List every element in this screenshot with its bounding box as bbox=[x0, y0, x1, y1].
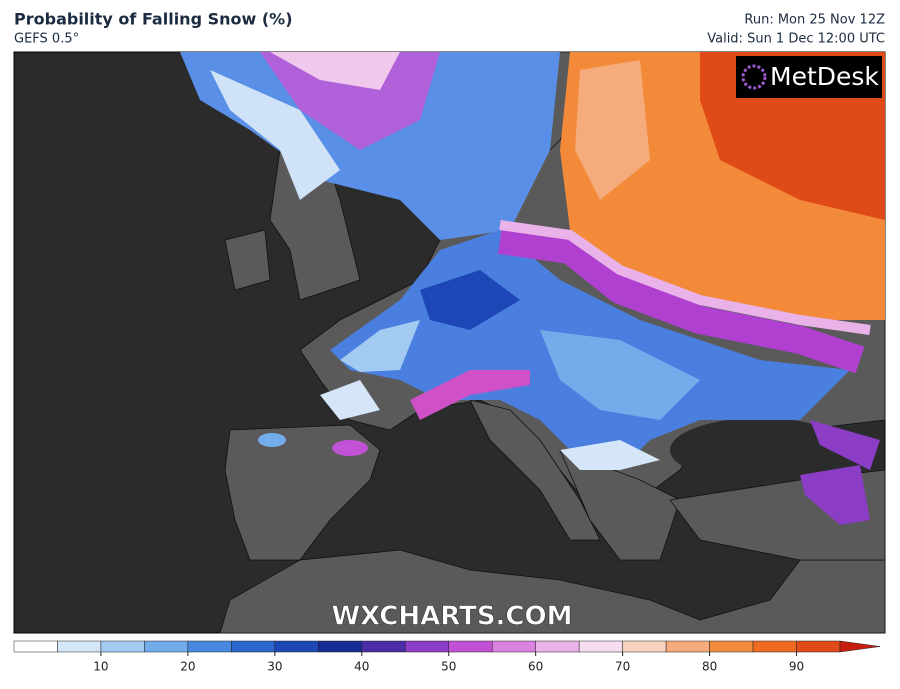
colorbar-tick-label: 80 bbox=[702, 660, 717, 674]
colorbar-tick-label: 10 bbox=[93, 660, 108, 674]
colorbar-segment bbox=[361, 640, 406, 653]
colorbar-segment bbox=[535, 640, 580, 653]
model: GEFS 0.5° bbox=[14, 32, 79, 47]
run: Run: Mon 25 Nov 12Z bbox=[744, 13, 885, 28]
colorbar-segment bbox=[13, 640, 58, 653]
colorbar-segment bbox=[491, 640, 536, 653]
colorbar-segment bbox=[578, 640, 623, 653]
colorbar: 10 20 30 40 50 60 70 80 90 bbox=[13, 640, 881, 674]
logo: MetDesk bbox=[770, 62, 879, 91]
colorbar-segment bbox=[665, 640, 710, 653]
logo-icon bbox=[741, 64, 767, 90]
colorbar-tick-label: 50 bbox=[441, 660, 456, 674]
title: Probability of Falling Snow (%) bbox=[14, 10, 293, 29]
colorbar-segment bbox=[144, 640, 189, 653]
colorbar-segment bbox=[448, 640, 493, 653]
valid: Valid: Sun 1 Dec 12:00 UTC bbox=[707, 32, 885, 47]
colorbar-segment bbox=[405, 640, 449, 653]
colorbar-arrow bbox=[839, 640, 881, 653]
colorbar-tick-label: 60 bbox=[528, 660, 543, 674]
colorbar-tick-label: 30 bbox=[267, 660, 282, 674]
watermark: WXCHARTS.COM bbox=[331, 602, 572, 632]
colorbar-segment bbox=[709, 640, 754, 653]
colorbar-tick-label: 20 bbox=[180, 660, 195, 674]
colorbar-tick-label: 70 bbox=[615, 660, 630, 674]
colorbar-segment bbox=[796, 640, 841, 653]
colorbar-segment bbox=[100, 640, 145, 653]
colorbar-segment bbox=[752, 640, 797, 653]
colorbar-tick-label: 40 bbox=[354, 660, 369, 674]
colorbar-tick-label: 90 bbox=[789, 660, 804, 674]
logo-box bbox=[736, 56, 882, 98]
colorbar-segment bbox=[318, 640, 363, 653]
colorbar-segment bbox=[622, 640, 667, 653]
colorbar-segment bbox=[274, 640, 319, 653]
colorbar-segment bbox=[187, 640, 232, 653]
colorbar-segment bbox=[57, 640, 102, 653]
map bbox=[13, 51, 886, 634]
colorbar-segment bbox=[231, 640, 276, 653]
